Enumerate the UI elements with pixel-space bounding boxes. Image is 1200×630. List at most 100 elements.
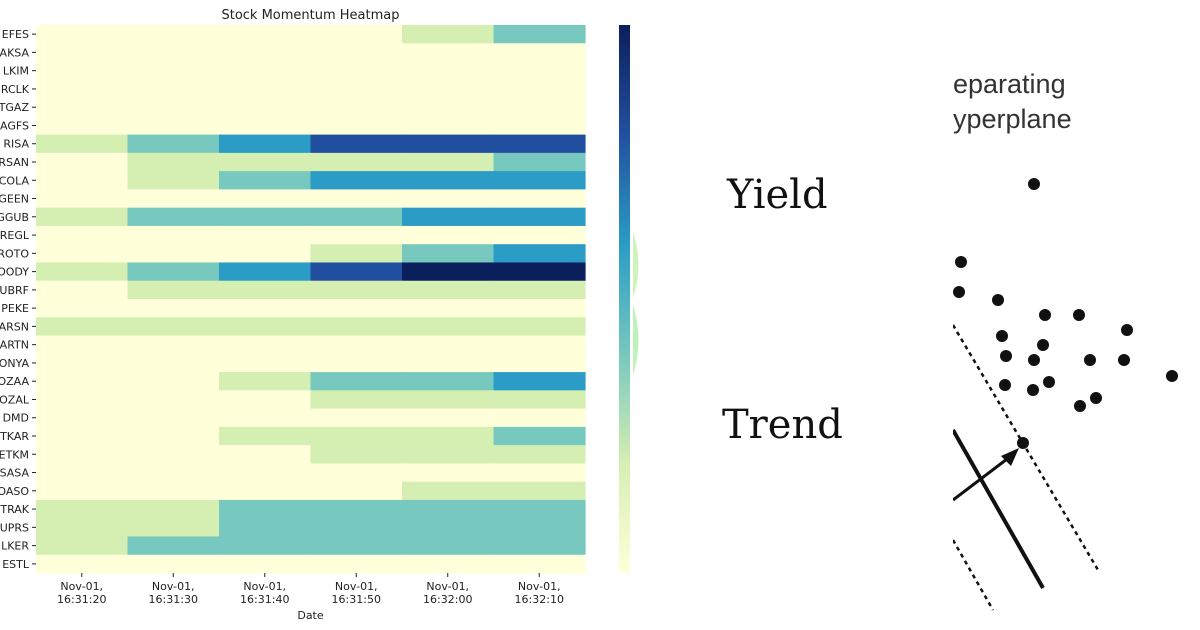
heatmap-cell — [310, 98, 403, 117]
y-tick-label: ETKM — [0, 448, 29, 461]
data-point — [992, 294, 1004, 306]
heatmap-cell — [219, 171, 312, 190]
svm-label-line2: yperplane — [953, 104, 1072, 134]
y-tick-label: RISA — [3, 138, 29, 151]
heatmap-cell — [36, 463, 129, 483]
heatmap-cell — [36, 116, 129, 136]
heatmap-cell — [310, 463, 403, 483]
heatmap-cell — [36, 43, 129, 63]
heatmap-cell — [402, 61, 495, 81]
heatmap-cell — [310, 116, 403, 136]
heatmap-cell — [36, 518, 129, 538]
data-point — [1084, 354, 1096, 366]
y-tick-label: LKER — [1, 540, 29, 553]
heatmap-cell — [127, 463, 220, 483]
heatmap-cell — [219, 207, 312, 227]
data-point — [1073, 309, 1085, 321]
data-point — [1037, 339, 1049, 351]
heatmap-cell — [127, 189, 220, 209]
heatmap-cell — [36, 61, 129, 81]
heatmap-cell — [493, 299, 586, 318]
heatmap-cell — [402, 116, 495, 136]
heatmap-cell — [219, 152, 312, 172]
heatmap-cell — [493, 499, 586, 519]
arrow-head-icon — [1001, 448, 1019, 466]
y-tick-label: TKAR — [0, 430, 29, 443]
heatmap-cell — [310, 536, 403, 556]
heatmap-cell — [310, 207, 403, 227]
y-tick-label: AGFS — [0, 119, 29, 132]
heatmap-cell — [493, 225, 586, 245]
heatmap-cell — [127, 335, 220, 355]
heatmap-cell — [36, 554, 129, 574]
y-tick-label: UBRF — [0, 284, 29, 297]
heatmap-cell — [402, 518, 495, 538]
heatmap-cell — [402, 189, 495, 209]
heatmap-cell — [219, 353, 312, 373]
data-point — [1000, 350, 1012, 362]
x-tick-label: Nov-01, 16:31:50 — [332, 580, 381, 606]
heatmap-cell — [36, 390, 129, 410]
data-point — [996, 330, 1008, 342]
heatmap-cell — [402, 207, 495, 227]
y-tick-label: OZAA — [0, 375, 29, 388]
heatmap-cell — [493, 79, 586, 99]
heatmap-cell — [402, 299, 495, 318]
y-tick-label: GEEN — [0, 193, 29, 206]
heatmap-cell — [493, 481, 586, 501]
heatmap-cell — [402, 134, 495, 154]
heatmap-cell — [219, 225, 312, 245]
y-tick-label: OODY — [0, 266, 29, 279]
heatmap-cell — [219, 61, 312, 81]
data-point — [1039, 309, 1051, 321]
x-axis-label: Date — [297, 609, 324, 622]
heatmap-cell — [36, 152, 129, 172]
heatmap-cell — [127, 353, 220, 373]
heatmap-cell — [402, 463, 495, 483]
x-tick-label: Nov-01, 16:31:40 — [240, 580, 289, 606]
heatmap-cell — [36, 25, 129, 44]
heatmap-cell — [219, 536, 312, 556]
heatmap-cell — [127, 43, 220, 63]
heatmap-cell — [36, 372, 129, 391]
heatmap-cell — [127, 134, 220, 154]
heatmap-cell — [127, 372, 220, 391]
margin-line — [953, 539, 995, 611]
colorbar-artifact — [633, 232, 639, 298]
heatmap-cell — [219, 299, 312, 318]
data-point — [999, 379, 1011, 391]
heatmap-cell — [36, 244, 129, 264]
heatmap-cell — [402, 372, 495, 391]
data-point — [1090, 392, 1102, 404]
heatmap-cell — [493, 61, 586, 81]
y-tick-label: TGAZ — [0, 101, 29, 114]
heatmap-cell — [310, 299, 403, 318]
heatmap-cell — [310, 317, 403, 337]
heatmap-cell — [127, 262, 220, 282]
heatmap-cell — [36, 189, 129, 209]
y-tick-label: RSAN — [0, 156, 29, 169]
heatmap-cell — [402, 426, 495, 446]
data-point — [953, 286, 965, 298]
heatmap-cell — [310, 481, 403, 501]
heatmap-cell — [219, 244, 312, 264]
heatmap-cell — [36, 317, 129, 337]
heatmap-cell — [402, 43, 495, 63]
yield-word: Yield — [727, 172, 828, 218]
data-point — [1166, 370, 1178, 382]
heatmap-cell — [127, 408, 220, 428]
heatmap-cell — [310, 426, 403, 446]
heatmap-cell — [219, 79, 312, 99]
x-axis-ticks: Nov-01, 16:31:20 Nov-01, 16:31:30 Nov-01, 16:… — [57, 573, 564, 606]
heatmap-cell — [493, 43, 586, 63]
heatmap-cell — [402, 225, 495, 245]
heatmap-cell — [493, 317, 586, 337]
data-point — [1121, 324, 1133, 336]
heatmap-cell — [219, 445, 312, 464]
heatmap-cell — [36, 499, 129, 519]
data-point — [1027, 384, 1039, 396]
heatmap-cell — [127, 481, 220, 501]
colorbar-artifact — [633, 305, 639, 375]
svm-points — [953, 178, 1178, 449]
heatmap-cell — [219, 43, 312, 63]
